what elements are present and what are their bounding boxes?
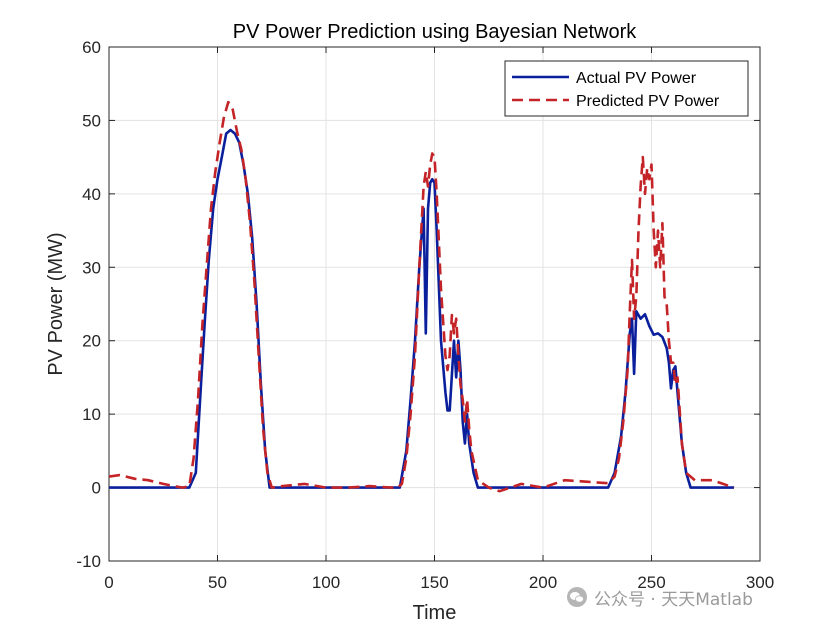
y-tick-label: 10 <box>82 405 101 424</box>
y-tick-label: -10 <box>76 552 101 571</box>
y-tick-label: 20 <box>82 332 101 351</box>
legend-label-predicted: Predicted PV Power <box>576 93 720 110</box>
series-line-predicted <box>108 100 735 493</box>
y-tick-label: 0 <box>92 479 101 498</box>
x-tick-label: 50 <box>208 573 227 592</box>
legend-label-actual: Actual PV Power <box>576 70 697 87</box>
chart-title: PV Power Prediction using Bayesian Netwo… <box>233 21 638 43</box>
y-tick-label: 30 <box>82 258 101 277</box>
wechat-logo-icon <box>567 587 587 607</box>
y-tick-label: 40 <box>82 185 101 204</box>
series-lines <box>108 100 735 493</box>
y-tick-label: 60 <box>82 38 101 57</box>
x-tick-label: 250 <box>637 573 665 592</box>
x-axis-label: Time <box>413 602 457 624</box>
x-tick-label: 150 <box>420 573 448 592</box>
legend: Actual PV Power Predicted PV Power <box>504 60 749 117</box>
x-tick-label: 100 <box>312 573 340 592</box>
y-tick-label: 50 <box>82 111 101 130</box>
watermark: 公众号 · 天天Matlab <box>566 585 753 610</box>
x-tick-label: 0 <box>104 573 113 592</box>
legend-box <box>504 60 749 117</box>
x-tick-label: 200 <box>529 573 557 592</box>
x-tick-label: 300 <box>746 573 774 592</box>
y-axis-label: PV Power (MW) <box>45 232 67 375</box>
watermark-text: 公众号 · 天天Matlab <box>594 589 753 610</box>
series-line-actual <box>109 128 734 489</box>
